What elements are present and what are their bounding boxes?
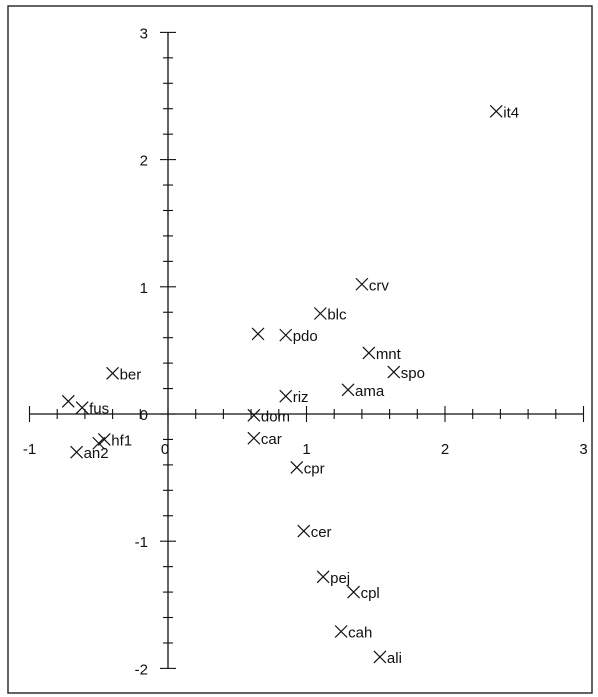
- point-marker: [279, 328, 293, 342]
- point-marker: [247, 408, 261, 422]
- data-point: cer: [297, 524, 332, 541]
- data-point: [251, 327, 265, 341]
- point-label: cpr: [304, 460, 325, 477]
- y-tick-label: 3: [140, 25, 148, 42]
- point-marker: [75, 401, 89, 415]
- point-label: ber: [120, 366, 142, 383]
- point-label: it4: [503, 104, 519, 121]
- point-label: cah: [348, 625, 372, 642]
- y-tick-label: -1: [135, 534, 148, 551]
- y-tick-label: -2: [135, 661, 148, 678]
- point-marker: [489, 104, 503, 118]
- x-tick-label: 1: [302, 441, 310, 458]
- point-label: fus: [89, 401, 109, 418]
- point-marker: [92, 436, 106, 450]
- data-point: cpl: [347, 585, 380, 602]
- point-label: car: [261, 431, 282, 448]
- data-point: [92, 436, 106, 450]
- point-label: ali: [387, 650, 402, 667]
- point-marker: [373, 650, 387, 664]
- data-point: crv: [355, 277, 389, 294]
- point-label: cpl: [361, 585, 380, 602]
- data-point: ali: [373, 650, 402, 667]
- data-point: [61, 394, 75, 408]
- data-point: dom: [247, 408, 290, 425]
- point-marker: [387, 365, 401, 379]
- point-marker: [334, 625, 348, 638]
- point-marker: [347, 585, 361, 599]
- point-label: pej: [330, 570, 350, 587]
- data-point: pej: [316, 570, 350, 587]
- point-label: dom: [261, 408, 290, 425]
- data-point: pdo: [279, 328, 318, 345]
- point-label: pdo: [293, 328, 318, 345]
- data-point: cpr: [290, 460, 325, 477]
- point-marker: [279, 389, 293, 403]
- point-marker: [316, 570, 330, 584]
- y-tick-label: 0: [140, 407, 148, 424]
- data-point: an2: [70, 445, 109, 462]
- y-tick-label: 1: [140, 280, 148, 297]
- point-marker: [106, 366, 120, 380]
- point-marker: [341, 383, 355, 397]
- data-point: riz: [279, 389, 309, 406]
- point-marker: [61, 394, 75, 408]
- point-label: cer: [311, 524, 332, 541]
- data-point: it4: [489, 104, 519, 121]
- x-tick-label: 0: [161, 441, 169, 458]
- data-point: blc: [313, 307, 347, 324]
- data-point: hf1: [97, 432, 132, 449]
- point-label: riz: [293, 389, 309, 406]
- point-marker: [97, 433, 111, 446]
- plot-border: [7, 5, 593, 694]
- point-marker: [297, 524, 311, 538]
- data-point: ama: [341, 383, 385, 400]
- data-point: ber: [106, 366, 142, 383]
- data-point: cah: [334, 625, 372, 642]
- point-marker: [355, 277, 369, 291]
- x-tick-label: 2: [441, 441, 449, 458]
- data-point: spo: [387, 365, 425, 382]
- point-label: an2: [84, 445, 109, 462]
- point-marker: [247, 431, 261, 445]
- point-label: hf1: [111, 432, 132, 449]
- point-label: ama: [355, 383, 385, 400]
- point-label: blc: [327, 307, 347, 324]
- data-point: fus: [75, 401, 109, 418]
- point-marker: [70, 445, 84, 459]
- point-marker: [251, 327, 265, 341]
- point-marker: [290, 460, 304, 474]
- point-marker: [313, 307, 327, 320]
- x-tick-label: 3: [579, 441, 587, 458]
- data-point: mnt: [362, 346, 402, 363]
- data-point: car: [247, 431, 282, 448]
- x-tick-label: -1: [23, 441, 36, 458]
- point-label: spo: [401, 365, 425, 382]
- point-marker: [362, 346, 376, 360]
- point-label: mnt: [376, 346, 402, 363]
- point-label: crv: [369, 277, 389, 294]
- y-tick-label: 2: [140, 153, 148, 170]
